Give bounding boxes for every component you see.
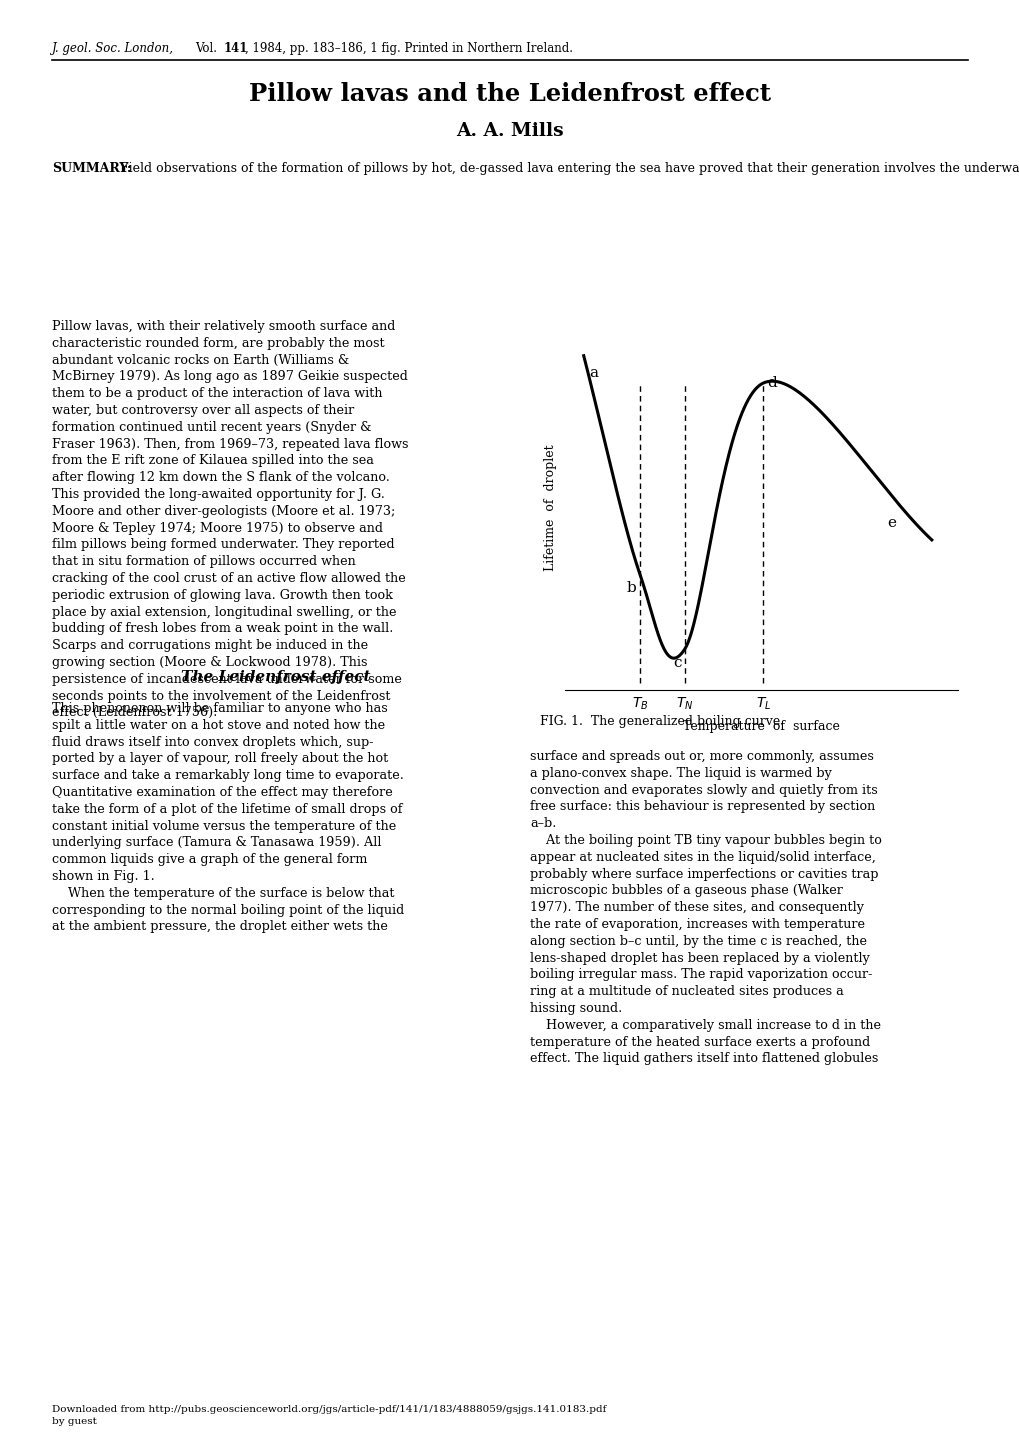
- Text: e: e: [886, 516, 895, 530]
- Text: , 1984, pp. 183–186, 1 fig. Printed in Northern Ireland.: , 1984, pp. 183–186, 1 fig. Printed in N…: [245, 42, 573, 54]
- Text: FIG. 1.  The generalized boiling curve.: FIG. 1. The generalized boiling curve.: [539, 715, 784, 728]
- Text: The Leidenfrost effect: The Leidenfrost effect: [181, 671, 370, 684]
- Text: 141: 141: [224, 42, 249, 54]
- Text: a: a: [589, 365, 598, 380]
- X-axis label: Temperature  of  surface: Temperature of surface: [683, 721, 839, 734]
- Text: This phenonenon will be familiar to anyone who has
spilt a little water on a hot: This phenonenon will be familiar to anyo…: [52, 702, 404, 933]
- Text: Downloaded from http://pubs.geoscienceworld.org/jgs/article-pdf/141/1/183/488805: Downloaded from http://pubs.geosciencewo…: [52, 1404, 605, 1426]
- Text: Pillow lavas and the Leidenfrost effect: Pillow lavas and the Leidenfrost effect: [249, 82, 770, 106]
- Text: b: b: [626, 580, 636, 595]
- Text: A. A. Mills: A. A. Mills: [455, 122, 564, 140]
- Y-axis label: Lifetime  of  droplet: Lifetime of droplet: [543, 444, 556, 570]
- Text: Vol.: Vol.: [195, 42, 220, 54]
- Text: surface and spreads out or, more commonly, assumes
a plano-convex shape. The liq: surface and spreads out or, more commonl…: [530, 749, 881, 1065]
- Text: d: d: [766, 377, 776, 390]
- Text: c: c: [673, 656, 682, 669]
- Text: Pillow lavas, with their relatively smooth surface and
characteristic rounded fo: Pillow lavas, with their relatively smoo…: [52, 320, 408, 719]
- Text: J. geol. Soc. London,: J. geol. Soc. London,: [52, 42, 174, 54]
- Text: Field observations of the formation of pillows by hot, de-gassed lava entering t: Field observations of the formation of p…: [116, 162, 1019, 175]
- Text: SUMMARY:: SUMMARY:: [52, 162, 131, 175]
